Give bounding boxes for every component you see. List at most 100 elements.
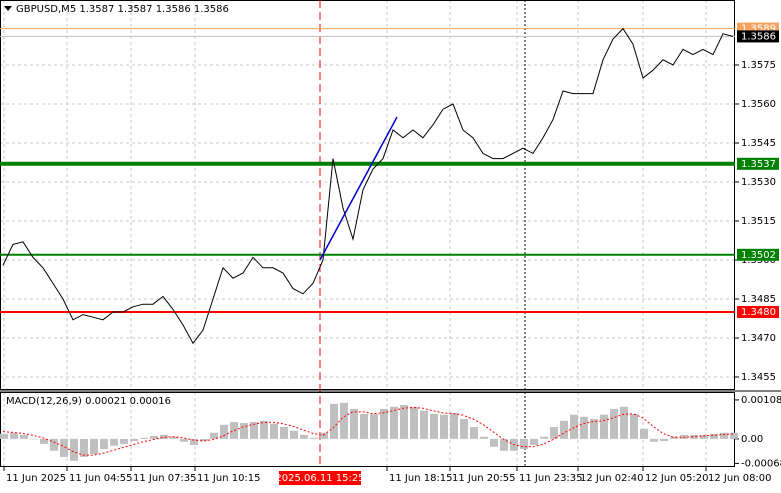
price-line — [2, 27, 734, 345]
histogram-bar — [130, 438, 138, 442]
histogram-bar — [380, 408, 388, 439]
histogram-bar — [190, 438, 198, 446]
level-box — [737, 157, 779, 170]
histogram-bar — [730, 432, 738, 439]
histogram-bar — [630, 413, 638, 439]
histogram-bar — [320, 432, 328, 439]
histogram-bar — [340, 402, 348, 439]
histogram-bar — [80, 438, 88, 457]
histogram-bar — [300, 434, 308, 439]
price-line — [2, 407, 734, 456]
histogram-bar — [220, 424, 228, 439]
histogram-bar — [410, 406, 418, 439]
histogram-bar — [310, 437, 318, 439]
y-tick-label: 1.3575 — [741, 60, 776, 71]
x-tick-label: 12 Jun 05:20 — [645, 473, 709, 484]
trend-line — [319, 116, 398, 261]
histogram-bar — [200, 438, 208, 442]
histogram-bar — [720, 432, 728, 439]
histogram-bar — [0, 433, 8, 439]
histogram-bar — [610, 408, 618, 439]
y-tick-label: 1.3515 — [741, 216, 776, 227]
histogram-bar — [150, 435, 158, 439]
menu-triangle — [4, 6, 12, 11]
x-tick-label: 11 Jun 07:35 — [133, 473, 197, 484]
histogram-bar — [100, 438, 108, 449]
y-tick-label: 0.00 — [741, 434, 763, 445]
x-tick-label: 11 Jun 18:15 — [389, 473, 453, 484]
histogram-bar — [400, 404, 408, 439]
histogram-bar — [260, 420, 268, 439]
histogram-bar — [690, 434, 698, 439]
histogram-bar — [670, 436, 678, 439]
level-label: 1.3480 — [741, 307, 776, 318]
level-label: 1.3586 — [741, 31, 776, 42]
histogram-bar — [640, 428, 648, 439]
histogram-bar — [90, 438, 98, 455]
y-tick-label: -0.00068 — [741, 458, 781, 469]
histogram-bar — [530, 438, 538, 446]
histogram-bar — [370, 413, 378, 439]
histogram-bar — [110, 438, 118, 446]
histogram-bar — [560, 420, 568, 439]
histogram-bar — [500, 438, 508, 451]
histogram-bar — [360, 413, 368, 439]
panel-frame — [0, 0, 735, 390]
histogram-bar — [140, 437, 148, 439]
histogram-bar — [160, 434, 168, 439]
histogram-bar — [180, 438, 188, 442]
histogram-bar — [490, 438, 498, 447]
x-tick-label: 11 Jun 20:55 — [452, 473, 516, 484]
histogram-bar — [580, 416, 588, 439]
histogram-bar — [240, 423, 248, 439]
y-tick-label: 0.00108 — [741, 395, 781, 406]
histogram-bar — [650, 438, 658, 442]
histogram-bar — [170, 436, 178, 439]
histogram-bar — [660, 438, 668, 442]
histogram-bar — [520, 438, 528, 449]
histogram-bar — [250, 421, 258, 439]
histogram-bar — [450, 412, 458, 439]
histogram-bar — [440, 414, 448, 439]
histogram-bar — [470, 426, 478, 439]
level-label: 1.3537 — [741, 159, 776, 170]
x-tick-label: 11 Jun 04:55 — [69, 473, 133, 484]
x-tick-label: 12 Jun 02:40 — [580, 473, 644, 484]
panel-frame — [0, 392, 735, 467]
cursor-box — [279, 471, 361, 485]
histogram-bar — [700, 434, 708, 439]
histogram-bar — [20, 434, 28, 439]
histogram-bar — [710, 433, 718, 439]
level-label: 1.3589 — [741, 24, 776, 35]
x-tick-label: 12 Jun 08:00 — [708, 473, 772, 484]
histogram-bar — [120, 438, 128, 444]
histogram-bar — [60, 438, 68, 457]
histogram-bar — [540, 436, 548, 439]
histogram-bar — [570, 414, 578, 439]
histogram-bar — [590, 419, 598, 439]
histogram-bar — [280, 426, 288, 439]
y-tick-label: 1.3455 — [741, 372, 776, 383]
level-label: 1.3502 — [741, 250, 776, 261]
y-tick-label: 1.3530 — [741, 177, 776, 188]
histogram-bar — [420, 410, 428, 439]
histogram-bar — [330, 403, 338, 439]
x-tick-label: 11 Jun 10:15 — [197, 473, 261, 484]
histogram-bar — [270, 423, 278, 439]
x-tick-label: 11 Jun 2025 — [6, 473, 66, 484]
histogram-bar — [70, 438, 78, 461]
histogram-bar — [230, 421, 238, 439]
x-tick-label: 11 Jun 23:35 — [519, 473, 583, 484]
histogram-bar — [550, 426, 558, 439]
level-box — [737, 248, 779, 261]
histogram-bar — [10, 432, 18, 439]
histogram-bar — [210, 432, 218, 439]
histogram-bar — [620, 406, 628, 439]
y-tick-label: 1.3560 — [741, 99, 776, 110]
histogram-bar — [30, 438, 38, 440]
histogram-bar — [350, 408, 358, 439]
y-tick-label: 1.3545 — [741, 138, 776, 149]
panel-title: MACD(12,26,9) 0.00021 0.00016 — [6, 396, 171, 407]
